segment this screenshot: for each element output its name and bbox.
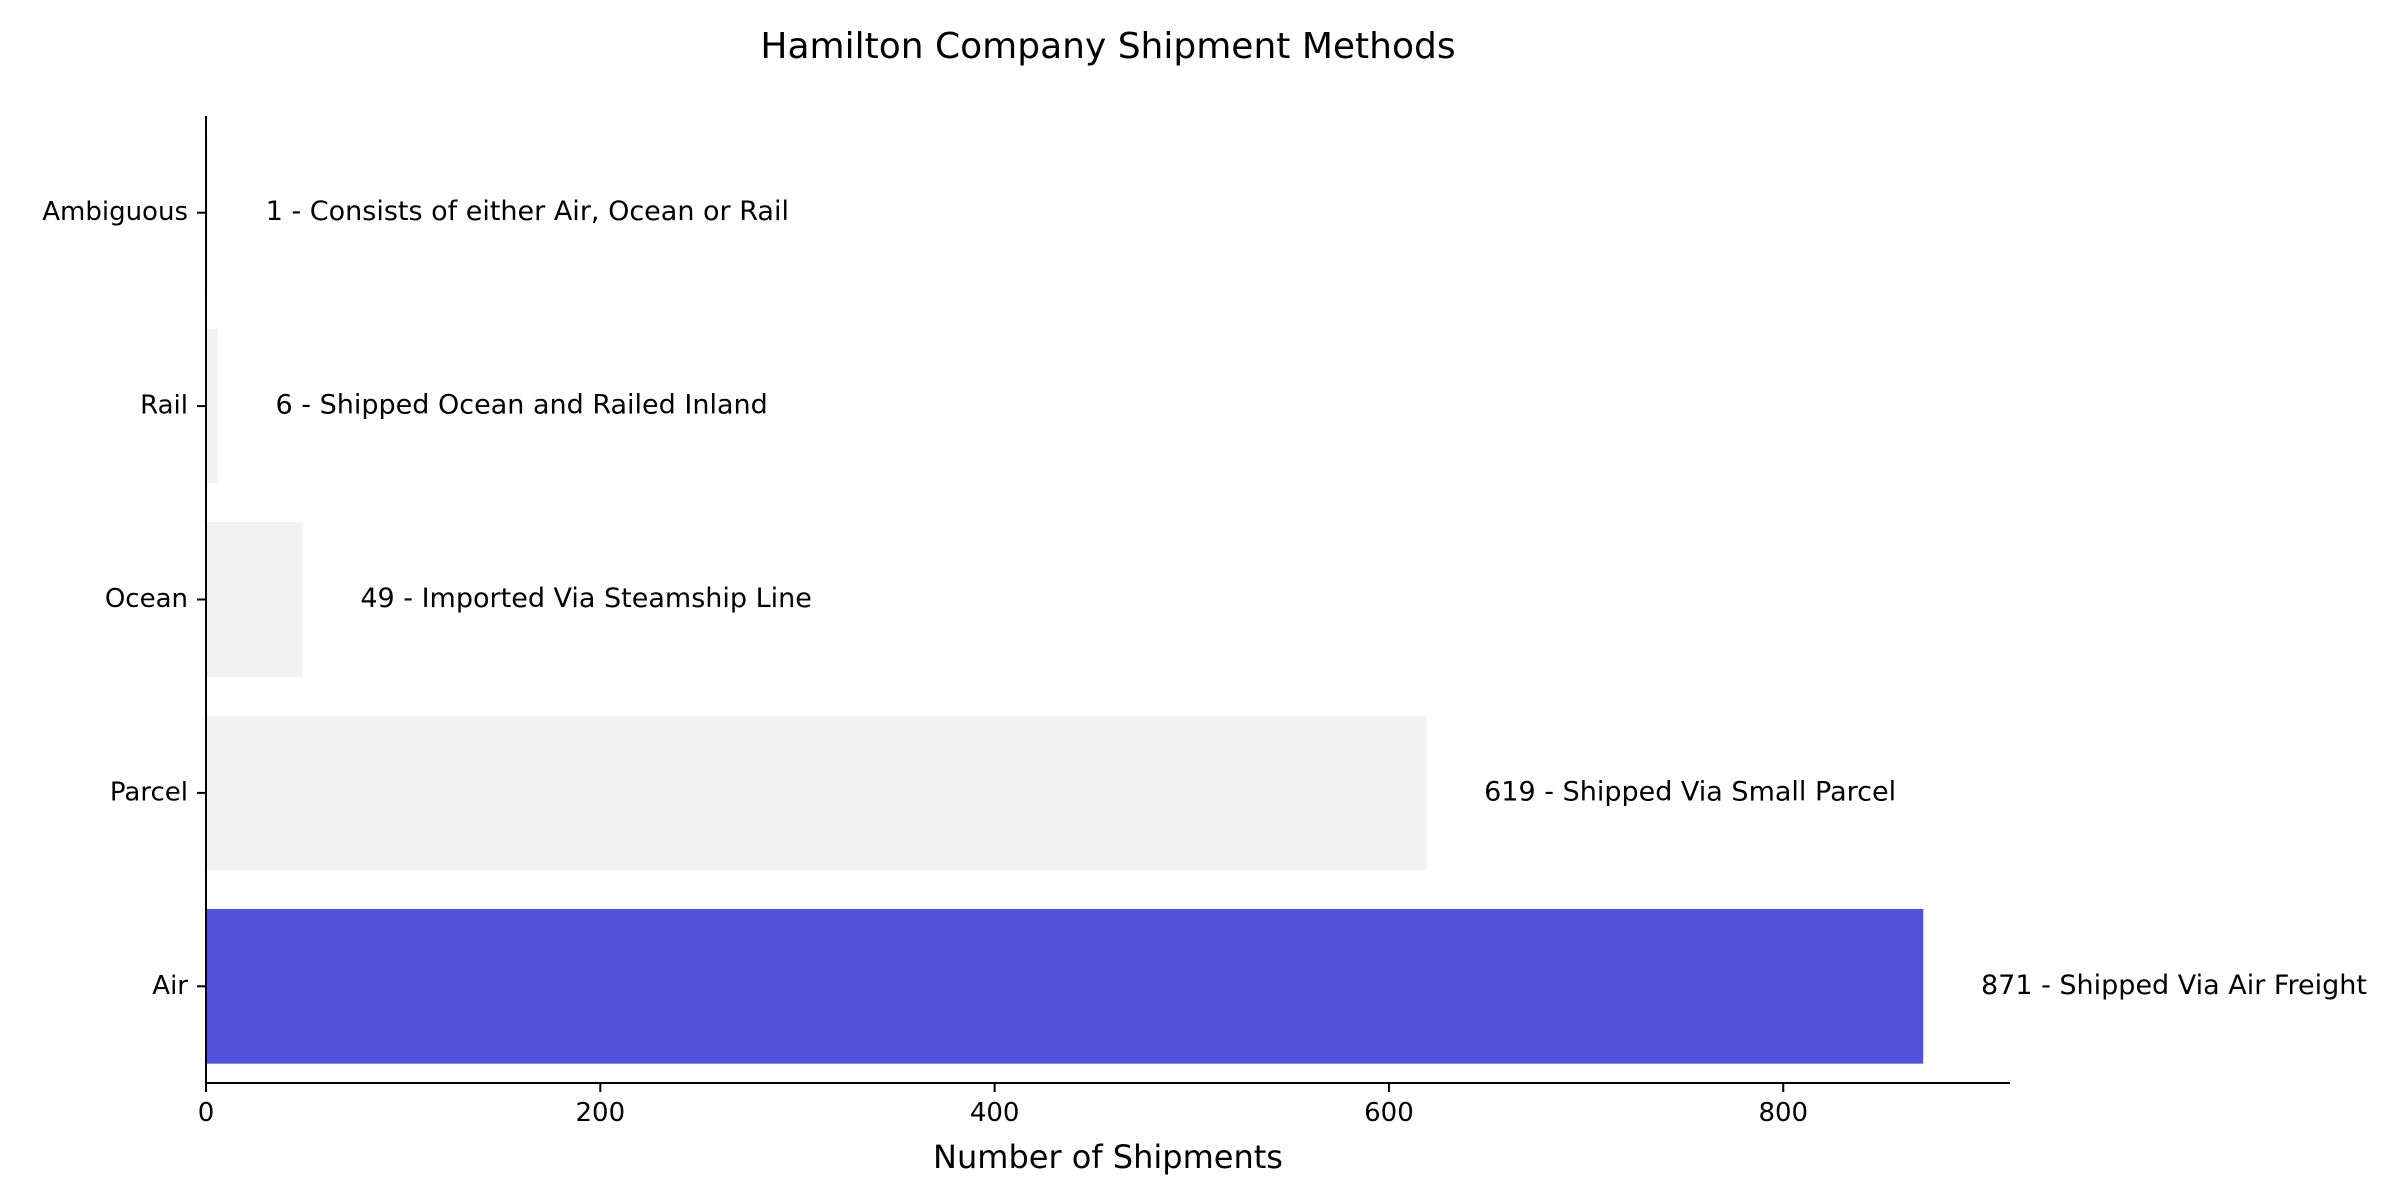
chart-title: Hamilton Company Shipment Methods (760, 26, 1455, 67)
data-label-rail: 6 - Shipped Ocean and Railed Inland (276, 390, 768, 421)
y-tick-label-ambiguous: Ambiguous (42, 197, 188, 227)
bar-ocean (206, 522, 303, 677)
x-tick-label-0: 0 (198, 1098, 215, 1128)
bar-air (206, 908, 1924, 1064)
data-label-air: 871 - Shipped Via Air Freight (1981, 970, 2367, 1001)
bar-rail (206, 328, 218, 484)
x-tick-label-200: 200 (575, 1098, 625, 1128)
data-label-parcel: 619 - Shipped Via Small Parcel (1484, 776, 1896, 807)
data-label-ocean: 49 - Imported Via Steamship Line (360, 583, 812, 614)
y-axis: Air Parcel Ocean Rail Ambiguous (42, 116, 207, 1083)
x-tick-label-400: 400 (970, 1098, 1020, 1128)
x-tick-label-800: 800 (1758, 1098, 1808, 1128)
y-tick-label-ocean: Ocean (105, 584, 188, 614)
x-axis-title: Number of Shipments (933, 1138, 1283, 1176)
data-label-ambiguous: 1 - Consists of either Air, Ocean or Rai… (266, 196, 789, 227)
x-tick-label-600: 600 (1364, 1098, 1414, 1128)
y-tick-label-parcel: Parcel (110, 777, 188, 807)
y-tick-label-rail: Rail (140, 391, 188, 421)
bar-parcel (206, 715, 1427, 871)
x-axis: 0 200 400 600 800 (198, 1082, 2010, 1128)
y-tick-label-air: Air (152, 971, 188, 1001)
data-labels-group: 871 - Shipped Via Air Freight 619 - Shipp… (266, 196, 2367, 1001)
bars-group (206, 135, 1924, 1064)
